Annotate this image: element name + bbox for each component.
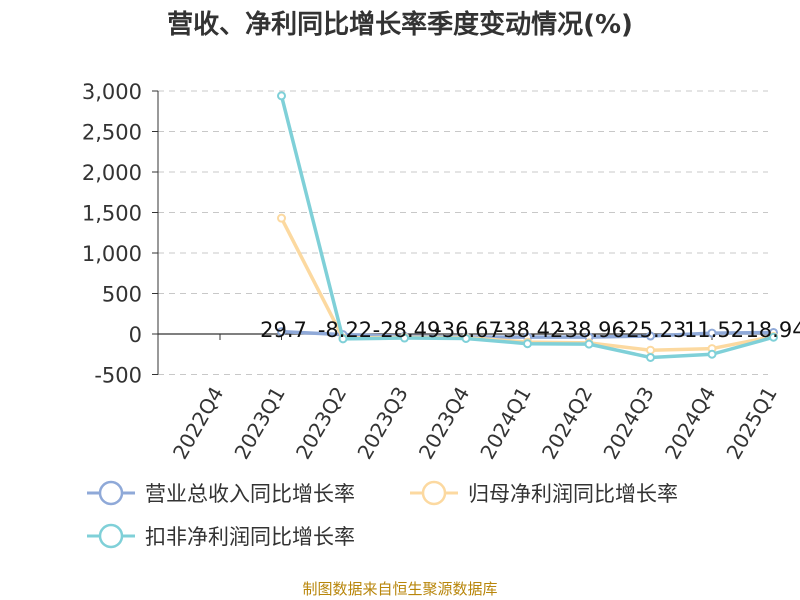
legend-marker <box>421 480 447 506</box>
data-label: -25.23 <box>619 318 687 342</box>
data-label: -38.42 <box>496 318 564 342</box>
series-3-point <box>769 332 778 342</box>
series-lines <box>277 91 778 362</box>
legend-marker <box>98 523 124 549</box>
x-tick-label: 2024Q1 <box>475 383 535 464</box>
x-tick-label: 2024Q4 <box>660 383 720 464</box>
series-1-point <box>707 328 717 338</box>
legend-label: 归母净利润同比增长率 <box>468 482 678 506</box>
legend-item-1[interactable]: 营业总收入同比增长率 <box>87 480 355 506</box>
x-tick-label: 2022Q4 <box>168 383 228 464</box>
data-label: -28.49 <box>373 318 441 342</box>
legend-marker <box>98 480 124 506</box>
series-3-point <box>461 333 471 343</box>
x-tick-label: 2023Q1 <box>229 383 289 464</box>
legend-item-3[interactable]: 扣非净利润同比增长率 <box>87 523 355 549</box>
y-tick-label: 1,000 <box>82 242 142 266</box>
data-label: -38.96 <box>557 318 625 342</box>
y-tick-label: 2,500 <box>82 121 142 145</box>
data-label: -36.67 <box>434 318 502 342</box>
data-label: 18.94 <box>745 318 800 342</box>
series-3-point <box>277 91 286 101</box>
x-tick-label: 2023Q4 <box>414 383 474 464</box>
legend-label: 扣非净利润同比增长率 <box>145 525 355 549</box>
y-tick-label: 1,500 <box>82 202 142 226</box>
y-tick-label: 2,000 <box>82 161 142 185</box>
series-1-point <box>646 331 655 341</box>
y-tick-label: 0 <box>129 323 142 347</box>
series-3-point <box>646 352 655 362</box>
series-2-point <box>646 345 655 355</box>
series-1-point <box>277 327 286 337</box>
chart-title: 营收、净利同比增长率季度变动情况(%) <box>167 9 633 40</box>
x-tick-label: 2024Q2 <box>537 383 597 464</box>
x-tick-label: 2023Q2 <box>291 383 351 464</box>
y-tick-label: 500 <box>102 283 142 307</box>
y-tick-label: 3,000 <box>82 80 142 104</box>
data-label: 29.7 <box>260 318 307 342</box>
data-label: 11.52 <box>684 318 744 342</box>
data-labels: 29.7 -8.22 -28.49-36.67-38.42-38.96-25.231… <box>260 318 800 342</box>
source-footer: 制图数据来自恒生聚源数据库 <box>302 580 497 598</box>
series-3-point <box>523 339 532 349</box>
series-2-point <box>277 213 286 223</box>
x-tick-label: 2025Q1 <box>721 383 781 464</box>
series-3-point <box>338 334 348 344</box>
series-3-point <box>400 333 409 343</box>
series-3-point <box>584 339 594 349</box>
x-tick-label: 2023Q3 <box>352 383 412 464</box>
grid <box>158 90 768 375</box>
legend-item-2[interactable]: 归母净利润同比增长率 <box>410 480 678 506</box>
x-tick-label: 2024Q3 <box>598 383 658 464</box>
series-3-point <box>707 349 717 359</box>
data-label: -8.22 <box>318 318 372 342</box>
legend-label: 营业总收入同比增长率 <box>145 482 355 506</box>
y-tick-label: -500 <box>94 364 142 388</box>
